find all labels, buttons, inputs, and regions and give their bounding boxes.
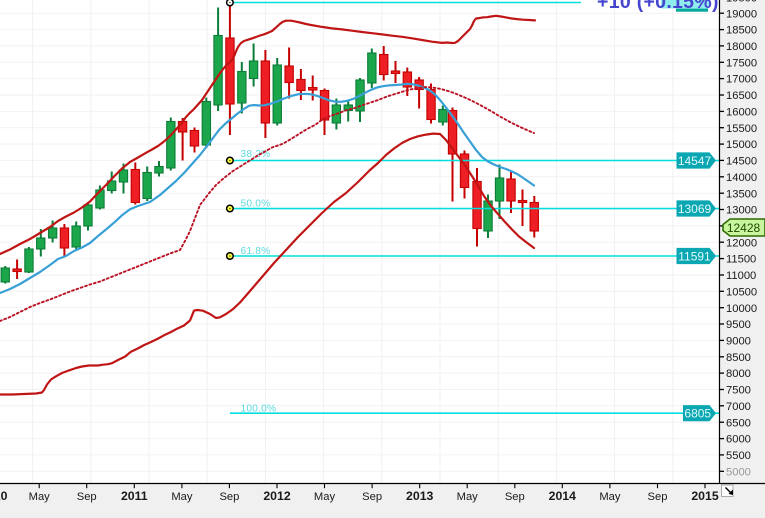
svg-text:May: May	[29, 491, 51, 503]
svg-text:19500: 19500	[726, 0, 757, 5]
svg-text:Sep: Sep	[648, 491, 668, 503]
svg-text:13069: 13069	[678, 202, 712, 216]
svg-text:61.8%: 61.8%	[241, 246, 271, 257]
svg-text:2012: 2012	[263, 489, 291, 503]
svg-text:18000: 18000	[726, 41, 757, 53]
svg-text:7500: 7500	[726, 385, 751, 397]
svg-text:11000: 11000	[726, 270, 756, 282]
svg-text:5000: 5000	[726, 466, 751, 478]
svg-text:12428: 12428	[727, 221, 761, 235]
svg-text:100.0%: 100.0%	[241, 403, 277, 414]
svg-text:14547: 14547	[678, 154, 712, 168]
svg-text:17500: 17500	[726, 57, 757, 69]
svg-text:9500: 9500	[726, 319, 751, 331]
svg-text:16000: 16000	[726, 107, 757, 119]
svg-text:13500: 13500	[726, 188, 757, 200]
svg-text:May: May	[171, 491, 193, 503]
svg-text:16500: 16500	[726, 90, 757, 102]
svg-text:11500: 11500	[726, 254, 756, 266]
svg-text:19000: 19000	[726, 8, 757, 20]
svg-text:18500: 18500	[726, 25, 757, 37]
svg-text:10000: 10000	[726, 303, 757, 315]
svg-text:14000: 14000	[726, 172, 757, 184]
svg-text:14500: 14500	[726, 156, 757, 168]
svg-text:2010: 2010	[0, 489, 8, 503]
svg-text:5500: 5500	[726, 450, 751, 462]
svg-text:50.0%: 50.0%	[241, 199, 271, 210]
svg-text:8000: 8000	[726, 368, 751, 380]
svg-text:15500: 15500	[726, 123, 757, 135]
svg-text:8500: 8500	[726, 352, 751, 364]
svg-text:May: May	[314, 491, 336, 503]
svg-text:May: May	[457, 491, 479, 503]
svg-text:2011: 2011	[121, 489, 148, 503]
svg-text:38.2%: 38.2%	[241, 149, 271, 160]
svg-text:6805: 6805	[684, 407, 711, 421]
svg-text:9000: 9000	[726, 336, 751, 348]
svg-text:6500: 6500	[726, 417, 751, 429]
svg-text:13000: 13000	[726, 205, 757, 217]
svg-text:12000: 12000	[726, 237, 757, 249]
svg-text:7000: 7000	[726, 401, 751, 413]
svg-text:May: May	[599, 491, 621, 503]
svg-text:10500: 10500	[726, 286, 757, 298]
svg-text:11591: 11591	[678, 249, 711, 263]
svg-text:6000: 6000	[726, 434, 751, 446]
svg-text:Sep: Sep	[505, 491, 525, 503]
svg-text:2015: 2015	[691, 489, 719, 503]
svg-text:15000: 15000	[726, 139, 757, 151]
svg-text:2014: 2014	[549, 489, 577, 503]
svg-text:Sep: Sep	[362, 491, 382, 503]
svg-text:Sep: Sep	[77, 491, 97, 503]
svg-text:Sep: Sep	[219, 491, 239, 503]
svg-text:17000: 17000	[726, 74, 757, 86]
svg-text:2013: 2013	[406, 489, 434, 503]
